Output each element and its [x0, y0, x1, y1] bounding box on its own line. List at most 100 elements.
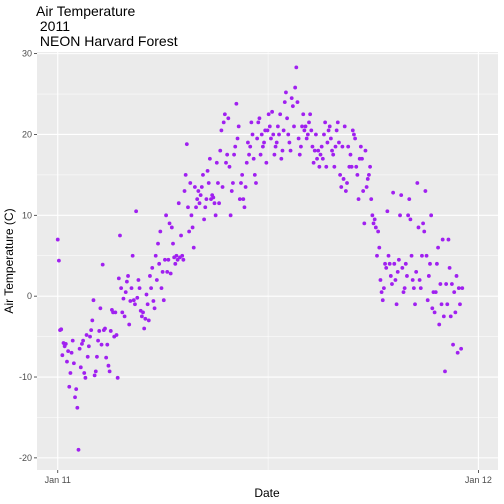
- data-point: [222, 112, 227, 117]
- data-point: [372, 217, 377, 222]
- data-point: [327, 124, 332, 129]
- data-point: [120, 310, 125, 315]
- data-point: [337, 140, 341, 145]
- data-point: [142, 326, 147, 331]
- data-point: [394, 302, 399, 307]
- data-point: [311, 160, 316, 165]
- data-point: [206, 181, 211, 185]
- data-point: [69, 350, 74, 355]
- data-point: [383, 261, 387, 266]
- data-point: [367, 172, 371, 177]
- data-point: [188, 181, 193, 185]
- data-point: [169, 225, 174, 230]
- data-point: [445, 302, 450, 307]
- data-point: [201, 172, 205, 177]
- data-point: [264, 160, 269, 165]
- data-point: [221, 120, 226, 125]
- data-point: [302, 128, 307, 133]
- data-point: [73, 395, 77, 400]
- data-point: [438, 282, 443, 286]
- data-point: [361, 189, 366, 193]
- data-point: [198, 193, 203, 198]
- data-point: [368, 164, 372, 169]
- data-point: [433, 290, 438, 295]
- data-point: [90, 318, 95, 323]
- data-point: [114, 333, 119, 337]
- data-point: [326, 128, 331, 133]
- data-point: [274, 140, 279, 145]
- data-point: [255, 136, 260, 141]
- data-point: [355, 172, 360, 177]
- data-point: [202, 217, 207, 222]
- data-point: [196, 189, 201, 193]
- data-point: [218, 148, 223, 153]
- data-points: [55, 65, 465, 452]
- data-point: [292, 124, 296, 129]
- data-point: [303, 124, 308, 129]
- data-point: [363, 148, 368, 153]
- data-point: [388, 274, 393, 278]
- data-point: [124, 279, 129, 284]
- data-point: [360, 156, 364, 161]
- data-point: [66, 349, 71, 354]
- y-tick-label: 0: [27, 291, 32, 301]
- data-point: [131, 298, 136, 303]
- x-axis: Jan 11 Jan 12: [45, 470, 492, 485]
- data-point: [385, 209, 390, 214]
- data-point: [322, 132, 326, 137]
- data-point: [237, 197, 242, 202]
- data-point: [272, 152, 277, 157]
- data-point: [83, 375, 88, 380]
- data-point: [413, 302, 417, 307]
- data-point: [153, 253, 158, 258]
- data-point: [89, 328, 94, 333]
- data-point: [353, 136, 357, 141]
- data-point: [180, 253, 185, 258]
- data-point: [266, 112, 271, 117]
- data-point: [157, 261, 162, 266]
- data-point: [86, 344, 91, 349]
- y-tick-label: 30: [22, 49, 32, 59]
- data-point: [249, 120, 254, 125]
- data-point: [402, 286, 407, 290]
- data-point: [328, 136, 333, 141]
- chart-title: Air Temperature 2011 NEON Harvard Forest: [36, 3, 178, 49]
- data-point: [213, 213, 218, 218]
- data-point: [128, 299, 133, 303]
- data-point: [258, 152, 263, 157]
- data-point: [425, 298, 430, 303]
- data-point: [57, 258, 61, 263]
- chart-title-line-1: Air Temperature: [36, 3, 136, 19]
- data-point: [343, 189, 348, 193]
- data-point: [455, 350, 460, 355]
- data-point: [168, 271, 173, 276]
- data-point: [416, 225, 421, 230]
- data-point: [379, 290, 384, 295]
- data-point: [95, 354, 99, 359]
- data-point: [256, 120, 261, 125]
- data-point: [174, 253, 179, 258]
- data-point: [76, 447, 81, 452]
- data-point: [204, 197, 209, 202]
- data-point: [82, 371, 87, 375]
- data-point: [59, 327, 64, 332]
- data-point: [91, 298, 96, 303]
- data-point: [137, 286, 142, 290]
- data-point: [242, 205, 247, 210]
- data-point: [447, 265, 452, 270]
- data-point: [323, 120, 328, 125]
- data-point: [203, 205, 208, 210]
- data-point: [224, 160, 228, 165]
- data-point: [191, 245, 196, 250]
- data-point: [240, 172, 245, 177]
- data-point: [452, 290, 457, 295]
- data-point: [70, 338, 75, 343]
- data-point: [301, 112, 306, 117]
- data-point: [194, 205, 198, 210]
- data-point: [294, 65, 299, 70]
- data-point: [354, 164, 359, 169]
- data-point: [352, 132, 356, 137]
- data-point: [135, 295, 140, 300]
- data-point: [88, 334, 92, 339]
- data-point: [308, 112, 313, 117]
